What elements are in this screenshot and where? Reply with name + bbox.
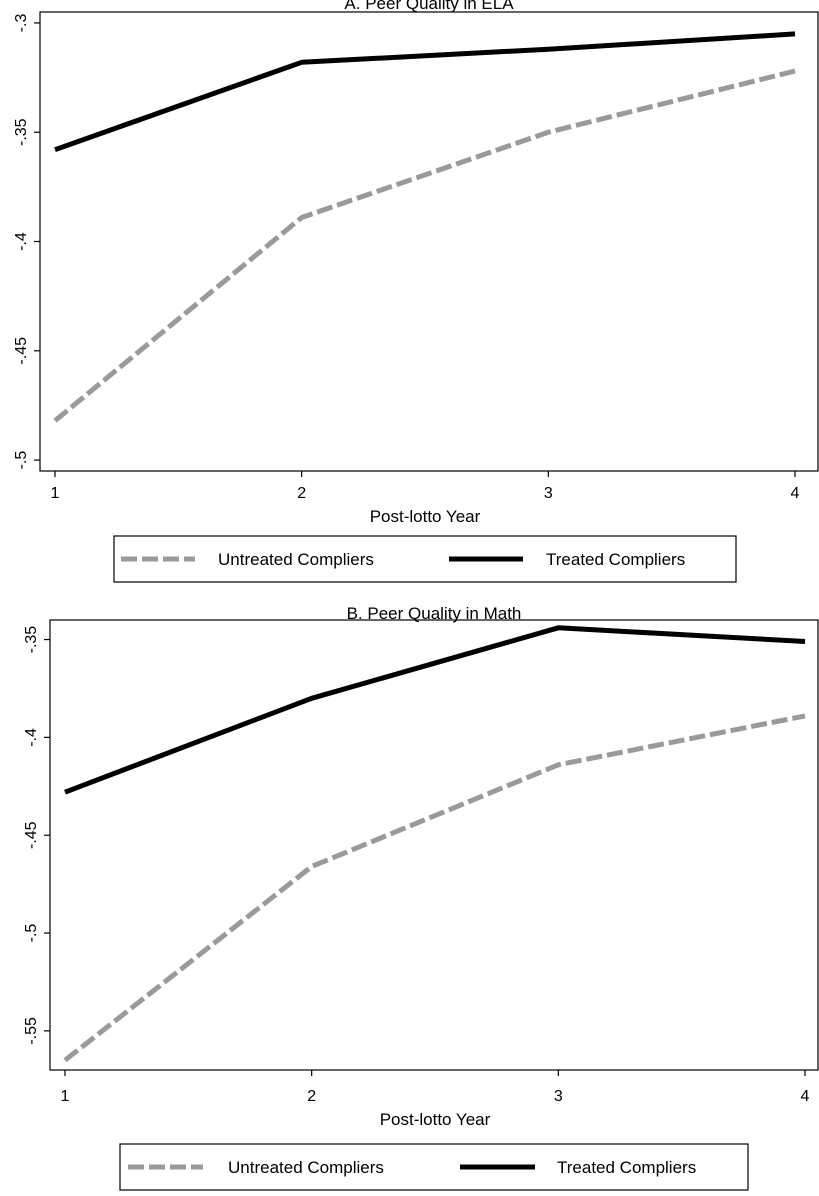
x-axis-label: Post-lotto Year: [370, 507, 481, 526]
y-tick-label: -.45: [23, 821, 40, 849]
plot-frame: [49, 619, 819, 1071]
y-tick-label: -.3: [13, 13, 30, 32]
x-tick-label: 4: [801, 1088, 810, 1105]
y-tick-label: -.35: [23, 626, 40, 654]
y-tick-label: -.4: [23, 728, 40, 747]
x-tick-label: 1: [51, 485, 60, 502]
y-tick-label: -.55: [23, 1017, 40, 1045]
legend-label-untreated: Untreated Compliers: [228, 1158, 384, 1177]
x-tick-label: 3: [554, 1088, 563, 1105]
legend-box: [119, 1143, 749, 1191]
chart-title: B. Peer Quality in Math: [347, 604, 522, 623]
legend: Untreated Compliers Treated Compliers: [119, 1143, 749, 1191]
y-tick-label: -.5: [23, 924, 40, 943]
x-tick-label: 3: [544, 485, 553, 502]
legend-label-untreated: Untreated Compliers: [218, 550, 374, 569]
x-tick-label: 4: [791, 485, 800, 502]
y-tick-label: -.45: [13, 337, 30, 365]
series-line-treated-compliers: [64, 625, 806, 795]
y-tick-label: -.5: [13, 451, 30, 470]
legend: Untreated Compliers Treated Compliers: [113, 535, 737, 583]
legend-label-treated: Treated Compliers: [557, 1158, 696, 1177]
x-axis-label: Post-lotto Year: [380, 1110, 491, 1129]
series-line-treated-compliers: [54, 31, 796, 153]
y-tick-label: -.35: [13, 118, 30, 146]
chart-title: A. Peer Quality in ELA: [344, 0, 514, 13]
plot-frame: [39, 11, 819, 472]
x-tick-label: 2: [297, 485, 306, 502]
x-tick-label: 2: [307, 1088, 316, 1105]
series-line-untreated-compliers: [53, 68, 796, 423]
y-tick-label: -.4: [13, 232, 30, 251]
x-tick-label: 1: [61, 1088, 70, 1105]
legend-box: [113, 535, 737, 583]
series-line-untreated-compliers: [63, 713, 806, 1063]
legend-label-treated: Treated Compliers: [546, 550, 685, 569]
chart-panel-a: A. Peer Quality in ELA -.3 -.35 -.4 -.45 -.5 1…: [13, 0, 819, 583]
chart-panel-b: B. Peer Quality in Math -.35 -.4 -.45 -.5 -.5…: [23, 604, 819, 1191]
